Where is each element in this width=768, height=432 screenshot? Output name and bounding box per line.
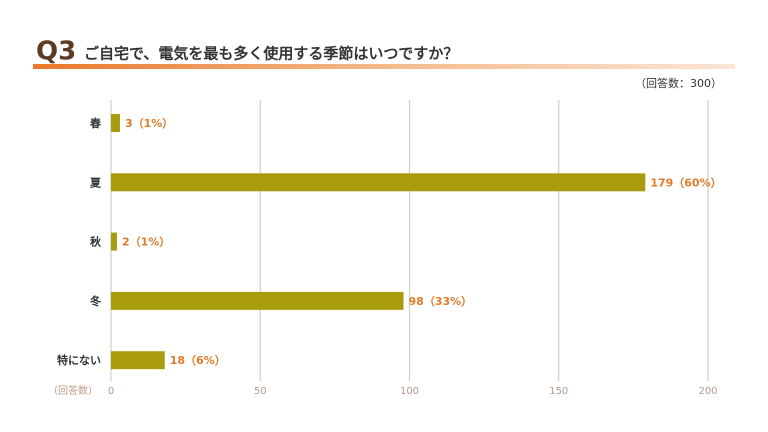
y-tick-label: 秋 [90, 235, 102, 249]
y-tick-label: 春 [90, 116, 102, 130]
chart-title: ご自宅で、電気を最も多く使用する季節はいつですか？ [84, 45, 458, 63]
x-tick-label: 150 [549, 386, 568, 397]
bar [111, 114, 120, 132]
question-number: Q3 [36, 37, 76, 67]
bar [111, 351, 165, 370]
value-label: 18（6%） [170, 354, 226, 367]
value-label: 2（1%） [122, 236, 170, 249]
title-underline [33, 64, 735, 69]
subtitle: （回答数：300） [635, 76, 722, 90]
bar [111, 173, 646, 192]
y-tick-label: 特にない [57, 353, 101, 367]
x-tick-label: 0 [108, 386, 114, 397]
y-tick-label: 冬 [90, 294, 101, 308]
x-tick-label: 200 [698, 386, 717, 397]
bar [111, 232, 117, 251]
x-tick-label: 100 [400, 386, 419, 397]
value-label: 3（1%） [125, 117, 173, 130]
value-label: 179（60%） [650, 176, 721, 189]
x-tick-label: 50 [254, 386, 267, 397]
bar [111, 291, 404, 310]
value-label: 98（33%） [409, 295, 473, 308]
y-tick-label: 夏 [90, 176, 102, 189]
x-axis-label: （回答数） [48, 384, 98, 397]
